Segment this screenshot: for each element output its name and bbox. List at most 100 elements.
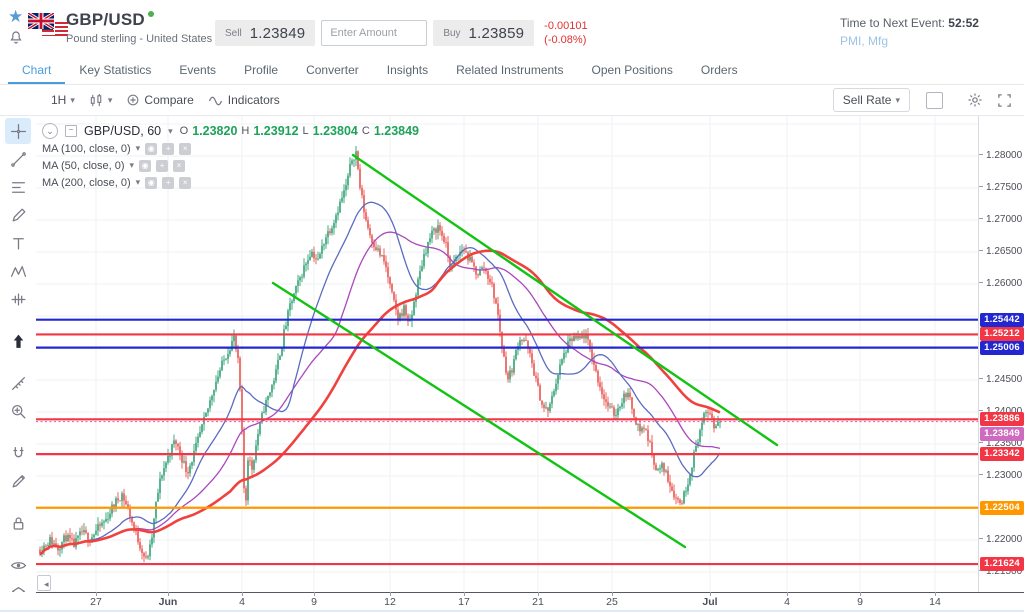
time-label: 17 xyxy=(458,596,470,608)
ma-visibility-icon[interactable]: ◉ xyxy=(145,176,158,189)
arrow-up-icon[interactable] xyxy=(5,328,31,354)
price-tick: 1.24500 xyxy=(979,374,1024,386)
fav-column: ★ xyxy=(8,8,28,52)
time-tick xyxy=(538,592,539,596)
tab-open-positions[interactable]: Open Positions xyxy=(591,63,673,77)
tab-orders[interactable]: Orders xyxy=(700,63,738,77)
ma-visibility-icon[interactable]: ◉ xyxy=(145,142,158,155)
market-open-dot xyxy=(147,11,154,17)
ohlc-value-l: 1.23804 xyxy=(312,124,358,138)
next-event-block: Time to Next Event: 52:52 PMI, Mfg xyxy=(840,16,1010,48)
chart-canvas[interactable] xyxy=(36,116,978,592)
change-value: -0.00101 xyxy=(544,20,588,32)
time-label: 21 xyxy=(532,596,544,608)
chart-style-dropdown[interactable]: ▾ xyxy=(82,90,120,111)
magnet-icon[interactable] xyxy=(5,440,31,466)
ma-settings-icon[interactable]: + xyxy=(162,142,175,155)
currency-pair-flags xyxy=(27,11,68,43)
ma-legend-row: MA (100, close, 0) ▾ ◉ + × xyxy=(42,140,419,157)
bell-icon[interactable] xyxy=(8,30,28,51)
price-tick: 1.24000 xyxy=(979,406,1024,418)
price-axis[interactable]: 1.28000 1.27500 1.27000 1.26500 1.26000 1.245… xyxy=(978,116,1024,592)
time-label: 27 xyxy=(90,596,102,608)
level-badge: 1.23886 xyxy=(980,412,1024,427)
time-label: 25 xyxy=(606,596,618,608)
rate-type-dropdown[interactable]: Sell Rate ▾ xyxy=(832,88,910,112)
legend-source-icon[interactable]: − xyxy=(65,125,77,137)
interval-dropdown[interactable]: 1H ▾ xyxy=(44,90,82,110)
ma-settings-icon[interactable]: + xyxy=(156,159,169,172)
price-tick: 1.23000 xyxy=(979,470,1024,482)
ma-close-icon[interactable]: × xyxy=(179,142,192,155)
time-label: Jul xyxy=(702,596,718,608)
sell-label: Sell xyxy=(225,27,242,39)
lock-icon[interactable] xyxy=(5,510,31,536)
ma-settings-icon[interactable]: + xyxy=(162,176,175,189)
measure-icon[interactable] xyxy=(5,370,31,396)
buy-button[interactable]: Buy 1.23859 xyxy=(433,20,535,46)
fullscreen-button[interactable] xyxy=(995,91,1014,110)
current-price-badge: 1.23849 xyxy=(980,426,1024,441)
brush-icon[interactable] xyxy=(5,202,31,228)
instrument-tabs: Chart Key Statistics Events Profile Converte… xyxy=(0,57,1024,85)
price-tick: 1.26500 xyxy=(979,246,1024,258)
legend-collapse-icon[interactable]: ⌄ xyxy=(42,123,58,139)
tab-profile[interactable]: Profile xyxy=(244,63,279,77)
ma-visibility-icon[interactable]: ◉ xyxy=(139,159,152,172)
ma-close-icon[interactable]: × xyxy=(179,176,192,189)
ma-label[interactable]: MA (50, close, 0) xyxy=(42,159,125,172)
amount-input[interactable] xyxy=(321,20,428,46)
ma-close-icon[interactable]: × xyxy=(173,159,186,172)
level-badge: 1.25212 xyxy=(980,327,1024,342)
tab-chart[interactable]: Chart xyxy=(8,57,66,84)
favorite-star-icon[interactable]: ★ xyxy=(8,7,24,26)
price-tick: 1.27000 xyxy=(979,214,1024,226)
zoom-in-icon[interactable] xyxy=(5,398,31,424)
tab-converter[interactable]: Converter xyxy=(306,63,359,77)
time-label: 9 xyxy=(311,596,317,608)
chevron-down-icon: ▾ xyxy=(129,160,135,170)
legend-title[interactable]: GBP/USD, 60 xyxy=(84,124,162,138)
candles-icon xyxy=(90,93,102,106)
toolbar-checkbox[interactable] xyxy=(926,91,943,109)
tab-events[interactable]: Events xyxy=(179,63,217,77)
fullscreen-icon xyxy=(998,93,1011,107)
ma-legend-row: MA (50, close, 0) ▾ ◉ + × xyxy=(42,157,419,174)
tab-key-statistics[interactable]: Key Statistics xyxy=(79,63,152,77)
fib-retracement-icon[interactable] xyxy=(5,174,31,200)
tab-related-instruments[interactable]: Related Instruments xyxy=(456,63,564,77)
ma-label[interactable]: MA (200, close, 0) xyxy=(42,176,131,189)
ohlc-key: H xyxy=(241,125,250,137)
trend-line-icon[interactable] xyxy=(5,146,31,172)
tab-insights[interactable]: Insights xyxy=(386,63,429,77)
drawing-pencil-icon[interactable] xyxy=(5,468,31,494)
bars-pattern-icon[interactable] xyxy=(5,286,31,312)
sell-button[interactable]: Sell 1.23849 xyxy=(215,20,316,46)
crosshair-icon[interactable] xyxy=(5,118,31,144)
time-tick xyxy=(96,592,97,596)
candle-bodies-up xyxy=(41,151,721,558)
indicators-button[interactable]: Indicators xyxy=(201,90,287,110)
buy-label: Buy xyxy=(443,27,461,39)
chevron-down-icon: ▾ xyxy=(168,125,173,136)
settings-button[interactable] xyxy=(965,90,985,110)
level-badge: 1.22504 xyxy=(980,500,1024,515)
text-icon[interactable] xyxy=(5,230,31,256)
ohlc-key: L xyxy=(302,125,309,137)
hide-all-icon[interactable] xyxy=(5,552,31,578)
collapse-panel-button[interactable]: ◂ xyxy=(37,575,51,591)
ma-label[interactable]: MA (100, close, 0) xyxy=(42,142,131,155)
time-tick xyxy=(168,592,169,596)
next-event-name[interactable]: PMI, Mfg xyxy=(840,34,889,48)
compare-button[interactable]: Compare xyxy=(119,90,200,110)
time-tick xyxy=(710,592,711,596)
buy-price: 1.23859 xyxy=(468,24,525,42)
instrument-title-block: GBP/USD Pound sterling - United States d… xyxy=(66,10,242,45)
xabcd-pattern-icon[interactable] xyxy=(5,258,31,284)
price-tick: 1.27500 xyxy=(979,182,1024,194)
time-axis[interactable]: 27 Jun 4 9 12 17 21 25 Jul 4 9 14 xyxy=(0,592,1024,612)
price-tick: 1.28000 xyxy=(979,150,1024,162)
chevron-down-icon: ▾ xyxy=(70,94,75,105)
price-tick: 1.26000 xyxy=(979,278,1024,290)
